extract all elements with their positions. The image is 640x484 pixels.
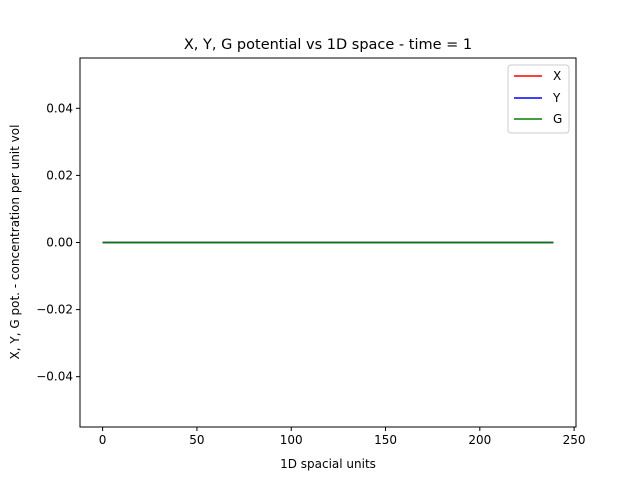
legend-label-g: G bbox=[553, 112, 562, 126]
y-tick-label: −0.02 bbox=[36, 303, 73, 317]
x-tick-label: 250 bbox=[563, 433, 586, 447]
legend-label-x: X bbox=[553, 69, 561, 83]
x-tick-label: 150 bbox=[374, 433, 397, 447]
x-tick-label: 100 bbox=[280, 433, 303, 447]
legend-frame bbox=[507, 64, 570, 134]
y-tick-label: 0.00 bbox=[46, 236, 73, 250]
chart-title: X, Y, G potential vs 1D space - time = 1 bbox=[184, 37, 472, 53]
legend-label-y: Y bbox=[552, 91, 561, 105]
x-tick-label: 50 bbox=[189, 433, 204, 447]
y-tick-label: 0.02 bbox=[46, 168, 73, 182]
y-tick-label: −0.04 bbox=[36, 370, 73, 384]
x-tick-label: 0 bbox=[99, 433, 107, 447]
x-tick-label: 200 bbox=[468, 433, 491, 447]
y-tick-label: 0.04 bbox=[46, 101, 73, 115]
x-axis: 0 50 100 150 200 250 bbox=[99, 427, 586, 447]
y-axis-label: X, Y, G pot. - concentration per unit vo… bbox=[8, 125, 22, 360]
x-axis-label: 1D spacial units bbox=[280, 457, 376, 471]
y-axis: 0.04 0.02 0.00 −0.02 −0.04 bbox=[36, 101, 80, 384]
legend: X Y G bbox=[507, 64, 570, 134]
